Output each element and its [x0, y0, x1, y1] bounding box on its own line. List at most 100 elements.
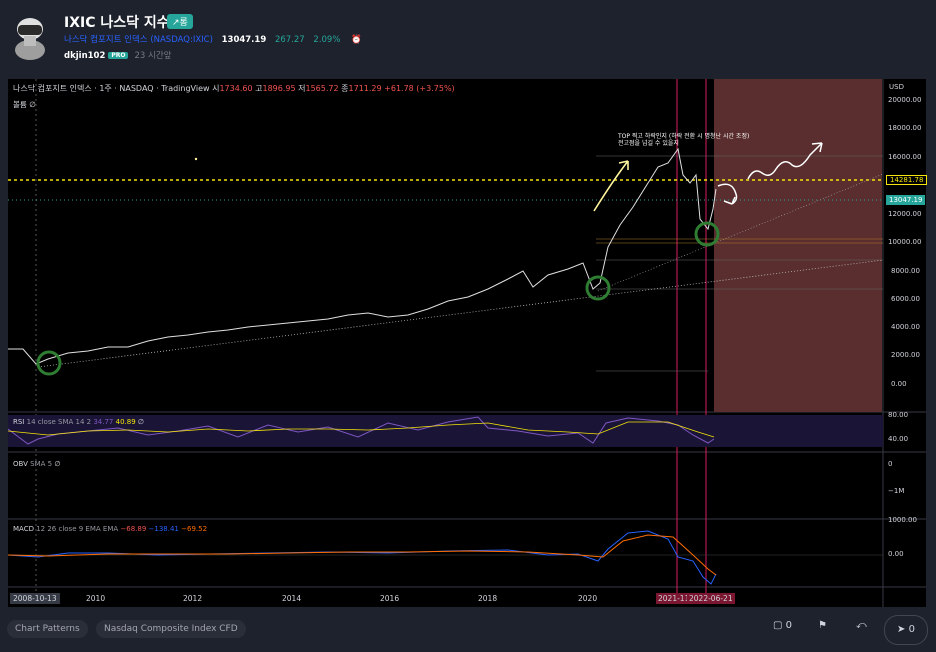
symbol-ticker[interactable]: (NASDAQ:IXIC)	[150, 35, 213, 45]
axis-label: 20000.00	[888, 96, 922, 104]
macd-signal-value: −69.52	[181, 525, 208, 533]
time-axis[interactable]: 2008-10-13 2010 2012 2014 2016 2018 2020…	[8, 590, 883, 607]
ohlc-low-label: 저	[298, 84, 306, 93]
chart-title: 나스닥 컴포지트 인덱스 · 1주 · NASDAQ · TradingView	[13, 84, 210, 93]
currency-label: USD	[889, 83, 904, 91]
time-label: 2020	[578, 594, 598, 603]
price-change: 267.27	[274, 35, 305, 45]
ohlc-high: 1896.95	[262, 84, 296, 93]
last-price: 13047.19	[221, 35, 267, 45]
symbol-full-name[interactable]: 나스닥 컴포지트 인덱스	[64, 35, 148, 45]
author-name[interactable]: dkjin102	[64, 51, 106, 61]
flag-icon[interactable]: ⚑	[818, 620, 827, 631]
rocket-icon: ➤	[897, 624, 906, 635]
highlight-circle-2009[interactable]	[36, 350, 62, 376]
alert-icon[interactable]: ⏰	[351, 35, 362, 45]
price-axis[interactable]: USD 20000.00 18000.00 16000.00 12000.00 …	[886, 79, 928, 412]
axis-label: 18000.00	[888, 124, 922, 132]
long-badge: ↗롱	[167, 14, 193, 29]
price-change-pct: 2.09%	[313, 35, 341, 45]
rsi-label: RSI	[13, 418, 25, 426]
down-arrow-drawing[interactable]	[717, 183, 738, 205]
time-label: 2010	[86, 594, 106, 603]
time-label: 2012	[183, 594, 203, 603]
obv-axis-zero: 0	[888, 460, 893, 468]
obv-params: SMA 5	[30, 460, 53, 468]
annotation-text[interactable]: TOP 찍고 하락인지 (하락 전환 시 명청난 시간 조정) 전고점을 넘길 …	[618, 133, 749, 147]
time-label: 2018	[478, 594, 498, 603]
rsi-extra: ∅	[137, 418, 144, 426]
idea-title: IXIC 나스닥 지수	[64, 15, 170, 31]
highlight-circle-2022[interactable]	[694, 221, 720, 247]
annotation-line-2: 전고점을 넘길 수 있을지	[618, 140, 679, 147]
forecast-zone	[714, 79, 882, 412]
volume-label: 볼륨	[13, 100, 27, 109]
time-start-label: 2008-10-13	[10, 593, 60, 604]
rsi-axis-low: 40.00	[888, 435, 909, 443]
macd-axis-zero: 0.00	[888, 550, 904, 558]
macd-params: 12 26 close 9 EMA EMA	[36, 525, 119, 533]
rsi-params: 14 close SMA 14 2	[26, 418, 92, 426]
symbol-line: 나스닥 컴포지트 인덱스 (NASDAQ:IXIC) 13047.19 267.…	[64, 33, 362, 45]
share-icon[interactable]: ⤺	[856, 620, 867, 631]
ohlc-open: 1734.60	[219, 84, 253, 93]
pro-badge: PRO	[108, 52, 129, 59]
rsi-sma-line	[8, 421, 715, 438]
axis-label: 10000.00	[888, 238, 922, 246]
long-trendline[interactable]	[37, 259, 884, 368]
rsi-line	[8, 416, 715, 445]
wave-arrow-drawing[interactable]	[747, 142, 823, 180]
rsi-axis-high: 80.00	[888, 411, 909, 419]
macd-signal-line	[8, 534, 717, 576]
obv-value: ∅	[54, 460, 61, 468]
steep-trendline[interactable]	[597, 173, 884, 292]
chart-canvas[interactable]	[8, 79, 926, 607]
avatar[interactable]	[10, 12, 50, 60]
ohlc-high-label: 고	[255, 84, 263, 93]
tag-nasdaq-cfd[interactable]: Nasdaq Composite Index CFD	[96, 620, 246, 638]
axis-label: 4000.00	[891, 323, 920, 331]
volume-value: ∅	[29, 100, 36, 109]
axis-label: 8000.00	[891, 267, 920, 275]
ohlc-close: 1711.29	[348, 84, 382, 93]
ohlc-close-label: 종	[341, 84, 349, 93]
author-line: dkjin102 PRO 23 시간앞	[64, 49, 171, 61]
ohlc-change: +61.78 (+3.75%)	[384, 84, 455, 93]
volume-legend[interactable]: 볼륨 ∅	[13, 99, 36, 110]
level-price-label: 14281.78	[886, 175, 928, 185]
time-label: 2016	[380, 594, 400, 603]
comment-count: 0	[785, 620, 793, 631]
axis-label: 6000.00	[891, 295, 920, 303]
highlight-circle-2020[interactable]	[585, 275, 611, 301]
rsi-sma-value: 40.89	[115, 418, 136, 426]
macd-axis-high: 1000.00	[888, 516, 917, 524]
axis-label: 12000.00	[888, 210, 922, 218]
annotation-line-1: TOP 찍고 하락인지 (하락 전환 시 명청난 시간 조정)	[618, 133, 750, 140]
comment-button[interactable]: ▢ 0	[773, 620, 792, 631]
idea-footer: Chart Patterns Nasdaq Composite Index CF…	[0, 612, 936, 652]
obv-axis-low: −1M	[888, 487, 905, 495]
chart-info-line: 나스닥 컴포지트 인덱스 · 1주 · NASDAQ · TradingView…	[13, 83, 455, 94]
obv-legend[interactable]: OBV SMA 5 ∅	[13, 460, 60, 468]
rsi-value: 34.77	[93, 418, 114, 426]
up-arrow-drawing[interactable]	[593, 160, 629, 212]
comment-icon: ▢	[773, 620, 783, 631]
macd-line	[8, 530, 717, 585]
obv-label: OBV	[13, 460, 28, 468]
price-series	[8, 147, 717, 365]
macd-value: −138.41	[148, 525, 179, 533]
rsi-legend[interactable]: RSI 14 close SMA 14 2 34.77 40.89 ∅	[13, 418, 144, 426]
posted-time: 23 시간앞	[134, 51, 172, 61]
macd-legend[interactable]: MACD 12 26 close 9 EMA EMA −68.89 −138.4…	[13, 525, 207, 533]
tag-chart-patterns[interactable]: Chart Patterns	[7, 620, 88, 638]
macd-label: MACD	[13, 525, 34, 533]
idea-header: IXIC 나스닥 지수 ↗롱 나스닥 컴포지트 인덱스 (NASDAQ:IXIC…	[0, 0, 936, 70]
chart-panel[interactable]: 나스닥 컴포지트 인덱스 · 1주 · NASDAQ · TradingView…	[8, 79, 928, 607]
axis-label: 2000.00	[891, 351, 920, 359]
ohlc-open-label: 시	[212, 84, 220, 93]
time-marker-2: 2022-06-21	[687, 593, 735, 604]
boost-count: 0	[908, 624, 915, 635]
time-marker-1: 2021-11-22	[656, 593, 704, 604]
time-label: 2014	[282, 594, 302, 603]
boost-button[interactable]: ➤ 0	[884, 615, 928, 645]
